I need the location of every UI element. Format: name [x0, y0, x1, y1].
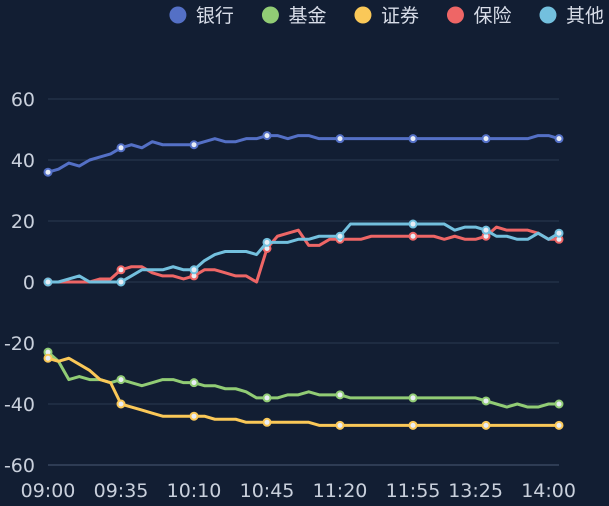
data-point — [116, 277, 126, 287]
legend-label: 其他 — [566, 5, 604, 27]
x-tick-label: 09:35 — [94, 480, 149, 502]
data-point — [116, 375, 126, 385]
legend-label: 银行 — [196, 5, 234, 27]
series-保险 — [43, 225, 564, 287]
legend-item[interactable]: 基金 — [261, 5, 327, 27]
y-axis: -60 -40 -20 0 20 40 60 — [4, 89, 35, 477]
legend[interactable]: 其他 保险 证券 基金 银行 — [169, 5, 604, 27]
y-tick-label: -20 — [4, 333, 35, 355]
x-tick-label: 09:00 — [21, 480, 76, 502]
data-point — [189, 140, 199, 150]
series-其他 — [43, 219, 564, 287]
legend-item[interactable]: 其他 — [539, 5, 604, 27]
y-tick-label: 40 — [11, 150, 35, 172]
series-line — [46, 350, 561, 409]
data-point — [408, 231, 418, 241]
series-银行 — [43, 131, 564, 177]
data-point — [408, 420, 418, 430]
legend-label: 证券 — [381, 5, 419, 27]
data-point — [408, 134, 418, 144]
data-point — [554, 420, 564, 430]
data-point — [189, 411, 199, 421]
grid-lines — [48, 98, 559, 466]
data-point — [335, 231, 345, 241]
data-point — [335, 390, 345, 400]
data-point — [116, 399, 126, 409]
data-point — [116, 265, 126, 275]
data-point — [554, 228, 564, 238]
legend-swatch — [446, 6, 464, 24]
y-tick-label: 0 — [23, 272, 35, 294]
data-point — [554, 134, 564, 144]
data-point — [481, 225, 491, 235]
legend-swatch — [169, 6, 187, 24]
x-tick-label: 10:10 — [167, 480, 222, 502]
x-tick-label: 11:55 — [386, 480, 441, 502]
legend-item[interactable]: 证券 — [354, 5, 419, 27]
y-tick-label: -40 — [4, 394, 35, 416]
data-point — [43, 167, 53, 177]
legend-swatch — [539, 6, 557, 24]
data-point — [408, 219, 418, 229]
series-line — [46, 222, 561, 284]
data-point — [116, 143, 126, 153]
x-tick-label: 14:00 — [521, 480, 576, 502]
data-point — [262, 237, 272, 247]
data-point — [481, 134, 491, 144]
data-point — [262, 393, 272, 403]
series-基金 — [43, 347, 564, 409]
y-tick-label: -60 — [4, 455, 35, 477]
series-line — [46, 225, 561, 284]
legend-swatch — [261, 6, 279, 24]
x-tick-label: 13:25 — [448, 480, 503, 502]
data-point — [481, 396, 491, 406]
data-point — [554, 399, 564, 409]
data-point — [189, 378, 199, 388]
legend-swatch — [354, 6, 372, 24]
series-lines — [43, 131, 564, 430]
data-point — [335, 420, 345, 430]
y-tick-label: 20 — [11, 211, 35, 233]
data-point — [335, 134, 345, 144]
data-point — [189, 265, 199, 275]
data-point — [262, 417, 272, 427]
series-line — [46, 356, 561, 427]
legend-item[interactable]: 保险 — [446, 5, 512, 27]
x-tick-label: 10:45 — [240, 480, 295, 502]
legend-label: 基金 — [288, 5, 326, 27]
data-point — [43, 353, 53, 363]
series-line — [46, 134, 561, 174]
x-tick-label: 11:20 — [313, 480, 368, 502]
data-point — [43, 277, 53, 287]
x-axis: 09:00 09:35 10:10 10:45 11:20 11:55 13:25 14:00 — [21, 464, 576, 502]
legend-item[interactable]: 银行 — [169, 5, 234, 27]
legend-label: 保险 — [473, 5, 511, 27]
y-tick-label: 60 — [11, 89, 35, 111]
data-point — [408, 393, 418, 403]
data-point — [262, 131, 272, 141]
series-证券 — [43, 353, 564, 430]
data-point — [481, 420, 491, 430]
